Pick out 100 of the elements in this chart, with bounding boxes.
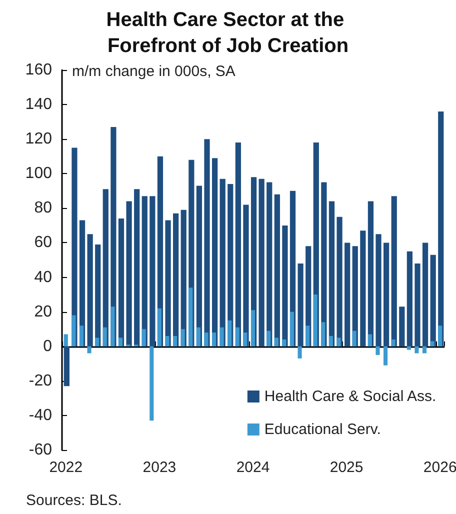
y-tick-label: -40 — [28, 406, 52, 424]
bar — [306, 326, 310, 346]
bar — [180, 210, 186, 346]
bar — [212, 332, 216, 346]
bar — [298, 346, 302, 358]
chart-subtitle: m/m change in 000s, SA — [72, 63, 236, 80]
legend-label: Health Care & Social Ass. — [264, 388, 436, 405]
bar — [274, 194, 280, 346]
y-tick-label: -20 — [28, 372, 52, 390]
bar — [328, 201, 335, 346]
y-tick-label: 80 — [34, 200, 52, 217]
bar — [298, 263, 304, 346]
bar — [406, 346, 411, 350]
y-tick-label: 0 — [43, 338, 52, 355]
bar — [142, 329, 146, 346]
bar — [212, 158, 218, 346]
bar — [126, 201, 132, 346]
bar — [235, 142, 241, 346]
bar — [406, 251, 413, 346]
bar — [422, 242, 428, 346]
bar — [430, 254, 436, 346]
bar — [250, 310, 256, 346]
bar — [368, 334, 372, 346]
bar — [173, 213, 179, 346]
bar — [391, 196, 397, 346]
bar — [266, 182, 272, 346]
bar — [360, 230, 366, 346]
bar — [102, 189, 108, 346]
y-tick-label: 40 — [34, 268, 52, 286]
bar — [414, 346, 419, 354]
y-tick-label: 20 — [34, 303, 52, 320]
bar — [118, 338, 122, 346]
bar — [79, 326, 84, 346]
bar — [188, 288, 193, 346]
bar — [64, 346, 70, 386]
bar — [352, 330, 356, 346]
chart-title: Health Care Sector at the Forefront of Job Creation — [106, 9, 350, 57]
x-tick-label: 2024 — [236, 459, 270, 476]
y-tick-label: 60 — [34, 234, 52, 252]
x-tick-label: 2025 — [330, 459, 364, 476]
y-tick-label: 160 — [25, 62, 52, 78]
bar — [282, 225, 288, 346]
bar — [243, 204, 249, 346]
x-tick-label: 2023 — [142, 459, 176, 476]
bar — [95, 338, 100, 346]
bar — [414, 263, 420, 346]
x-tick-label: 2022 — [49, 459, 83, 476]
bar — [228, 320, 232, 346]
bar — [204, 139, 210, 346]
bar — [95, 244, 101, 346]
bar — [438, 111, 444, 346]
bar — [110, 306, 115, 346]
legend-label: Educational Serv. — [264, 421, 381, 438]
bar — [165, 336, 170, 346]
x-tick-label: 2026 — [423, 459, 456, 476]
bar — [102, 327, 107, 346]
bar — [87, 346, 92, 354]
bar — [376, 346, 380, 355]
bar — [220, 327, 224, 346]
bar — [368, 201, 374, 346]
source-note: Sources: BLS. — [26, 492, 122, 509]
bar — [64, 334, 68, 346]
bar — [384, 346, 388, 366]
bar — [336, 216, 342, 346]
bar — [274, 338, 278, 346]
bar — [422, 346, 427, 354]
bar — [282, 339, 286, 346]
y-tick-label: 100 — [25, 165, 52, 182]
bar — [204, 332, 208, 346]
bar — [134, 189, 140, 346]
bar — [336, 338, 341, 346]
bar — [438, 326, 442, 346]
y-tick-label: 140 — [25, 96, 52, 114]
bar — [87, 234, 93, 346]
bar — [243, 332, 248, 346]
bar — [258, 178, 264, 346]
bar — [344, 242, 350, 346]
bar — [220, 178, 226, 346]
bar — [150, 346, 154, 421]
bar — [313, 294, 318, 346]
y-tick-label: -60 — [28, 442, 52, 458]
bar — [399, 306, 405, 346]
bar — [328, 336, 333, 346]
bar — [384, 242, 390, 346]
bar — [391, 339, 396, 346]
bar — [118, 218, 124, 346]
y-tick-label: 120 — [25, 130, 52, 148]
bar — [196, 186, 202, 346]
bar — [235, 327, 240, 346]
bar — [266, 330, 271, 346]
bar — [321, 322, 326, 346]
bar — [430, 341, 434, 346]
bar — [290, 312, 294, 346]
bar — [376, 234, 382, 346]
bar — [150, 196, 156, 346]
bar — [157, 308, 162, 346]
bar — [165, 220, 171, 346]
bar — [173, 336, 178, 346]
bar — [72, 315, 76, 346]
bar — [180, 329, 185, 346]
